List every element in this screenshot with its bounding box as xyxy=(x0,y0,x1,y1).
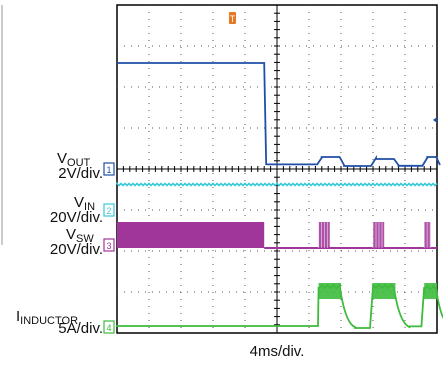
svg-text:2V/div.: 2V/div. xyxy=(58,165,103,182)
timebase-label: 4ms/div. xyxy=(250,343,305,360)
svg-text:5A/div.: 5A/div. xyxy=(58,320,103,337)
ch2-label: VIN 20V/div. xyxy=(50,194,103,226)
grid xyxy=(116,4,438,334)
channel-markers: 1 2 3 4 xyxy=(103,162,115,334)
ch1-level-marker xyxy=(433,117,437,123)
ch4-label: IINDUCTOR 5A/div. xyxy=(16,308,103,337)
ch4-burst xyxy=(424,283,437,299)
ch3-marker: 3 xyxy=(103,238,115,252)
ch1-label: VOUT 2V/div. xyxy=(57,150,103,182)
ch4-burst xyxy=(318,283,341,299)
trigger-marker: T xyxy=(229,12,236,24)
ch1-vout-trace xyxy=(117,62,441,167)
ch1-marker-number: 1 xyxy=(106,165,111,175)
ch3-marker-box xyxy=(103,238,115,252)
ch4-marker-box xyxy=(103,320,115,334)
svg-text:IINDUCTOR: IINDUCTOR xyxy=(16,308,78,327)
svg-text:20V/div.: 20V/div. xyxy=(50,209,103,226)
ch3-label: VSW 20V/div. xyxy=(50,226,103,258)
ch1-marker: 1 xyxy=(103,162,115,176)
ch4-burst xyxy=(373,283,396,299)
ch2-marker: 2 xyxy=(103,203,115,217)
ch1-marker-box xyxy=(103,162,115,176)
svg-text:T: T xyxy=(230,14,236,24)
svg-text:VSW: VSW xyxy=(66,226,94,245)
svg-text:VIN: VIN xyxy=(74,194,95,213)
ch2-marker-box xyxy=(103,203,115,217)
ch3-marker-number: 3 xyxy=(106,241,111,251)
ch4-marker-number: 4 xyxy=(106,323,111,333)
traces xyxy=(116,62,443,329)
svg-text:20V/div.: 20V/div. xyxy=(50,241,103,258)
ch3-switching-band xyxy=(117,222,265,248)
ch2-vin-trace xyxy=(116,181,438,187)
ch4-marker: 4 xyxy=(103,320,115,334)
svg-text:VOUT: VOUT xyxy=(57,150,91,169)
ch2-marker-number: 2 xyxy=(106,206,111,216)
ch4-iinductor-trace xyxy=(116,282,443,329)
